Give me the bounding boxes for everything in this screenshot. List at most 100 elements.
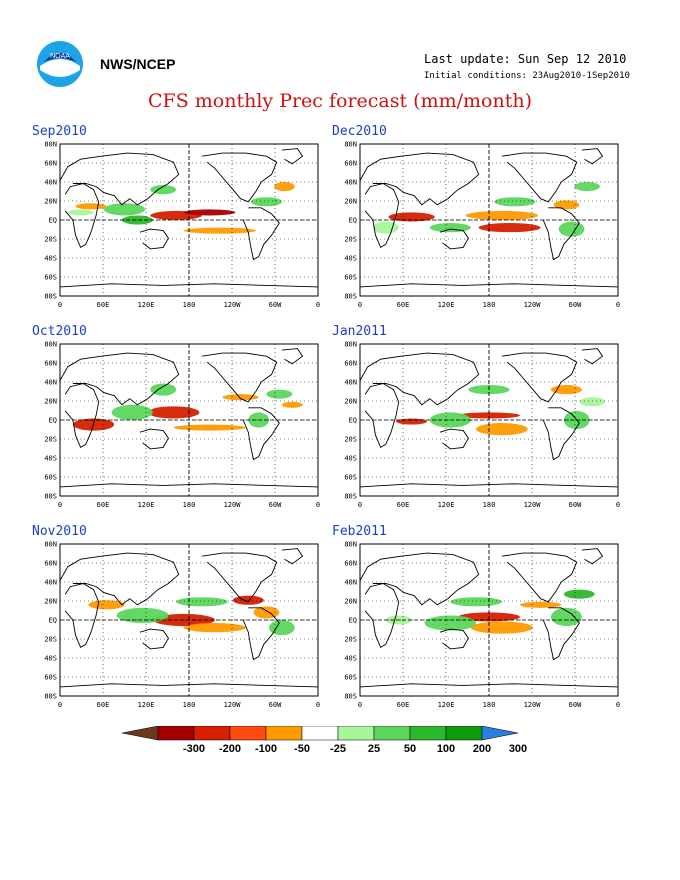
coastline <box>581 148 604 165</box>
coastline <box>242 207 280 261</box>
lat-tick-label: 80S <box>44 493 57 501</box>
lat-tick-label: 20N <box>44 398 57 406</box>
colorbar-label: 200 <box>473 743 491 755</box>
lon-tick-label: 180 <box>183 301 196 309</box>
lon-tick-label: 60E <box>397 701 410 709</box>
precip-anomaly <box>67 209 94 216</box>
lon-tick-label: 180 <box>483 301 496 309</box>
lat-tick-label: 80S <box>44 693 57 701</box>
last-update-text: Last update: Sun Sep 12 2010 <box>424 52 627 66</box>
lat-tick-label: 60S <box>344 274 357 282</box>
lon-tick-label: 0 <box>58 701 62 709</box>
lat-tick-label: 40N <box>44 579 57 587</box>
panel-sep2010: Sep2010 80N 60N 40N 20N EQ 20S 40S 60S 80S 0 60E 12… <box>32 124 332 320</box>
panel-oct2010: Oct2010 80N 60N 40N 20N EQ 20S 40S 60S 80S 0 60E 12… <box>32 324 332 520</box>
lon-tick-label: 60E <box>97 701 110 709</box>
lat-tick-label: 60N <box>44 160 57 168</box>
coastline <box>59 352 180 406</box>
lat-tick-label: 40S <box>44 655 57 663</box>
coastline <box>242 607 280 661</box>
coastline <box>59 152 180 206</box>
coastline <box>201 352 278 403</box>
lat-tick-label: 20S <box>344 236 357 244</box>
precip-anomaly <box>388 212 435 222</box>
lat-tick-label: 20N <box>344 398 357 406</box>
lon-tick-label: 60E <box>397 501 410 509</box>
colorbar-swatch <box>157 726 195 741</box>
lat-tick-label: 80N <box>344 341 357 349</box>
colorbar-swatch <box>373 726 411 741</box>
coastline <box>139 428 169 450</box>
panel-label: Sep2010 <box>32 124 87 139</box>
lat-tick-label: EQ <box>349 217 357 225</box>
lon-tick-label: 120E <box>438 701 455 709</box>
lat-tick-label: 80N <box>344 141 357 149</box>
precip-anomaly <box>550 385 582 395</box>
initial-conditions-text: Initial conditions: 23Aug2010-1Sep2010 <box>424 71 630 81</box>
coastline <box>359 152 480 206</box>
colorbar-label: 50 <box>404 743 416 755</box>
lat-tick-label: EQ <box>49 417 57 425</box>
lon-tick-label: 0 <box>58 501 62 509</box>
lon-tick-label: 0 <box>616 301 620 309</box>
lon-tick-label: 0 <box>358 301 362 309</box>
colorbar-swatch <box>229 726 267 741</box>
lon-tick-label: 0 <box>358 701 362 709</box>
precip-anomaly <box>183 209 236 216</box>
panel-feb2011: Feb2011 80N 60N 40N 20N EQ 20S 40S 60S 80S 0 60E 12… <box>332 524 632 720</box>
coastline <box>581 548 604 565</box>
coastline <box>439 628 469 650</box>
precip-anomaly <box>478 223 541 233</box>
lon-tick-label: 60E <box>97 301 110 309</box>
colorbar-swatch <box>409 726 447 741</box>
noaa-logo-icon: NOAA <box>37 41 83 87</box>
coastline <box>64 383 100 449</box>
precip-anomaly <box>121 215 153 225</box>
precip-anomaly <box>173 424 246 431</box>
lat-tick-label: 40S <box>344 455 357 463</box>
colorbar-label: -50 <box>294 743 310 755</box>
lon-tick-label: 60W <box>569 501 582 509</box>
coastline <box>439 428 469 450</box>
precip-anomaly <box>579 397 606 407</box>
precip-anomaly <box>150 383 177 396</box>
coastline <box>359 352 480 406</box>
coastline <box>439 228 469 250</box>
lat-tick-label: 20S <box>344 436 357 444</box>
lon-tick-label: 0 <box>316 301 320 309</box>
colorbar: -300 -200 -100 -50 -25 25 50 100 200 300 <box>121 726 527 755</box>
lat-tick-label: 20N <box>44 598 57 606</box>
colorbar-label: -100 <box>255 743 277 755</box>
precip-anomaly <box>281 401 303 408</box>
lon-tick-label: 0 <box>316 501 320 509</box>
lon-tick-label: 60W <box>269 701 282 709</box>
lat-tick-label: 80S <box>344 293 357 301</box>
coastline <box>581 348 604 365</box>
precip-anomaly <box>183 623 246 633</box>
lat-tick-label: 40S <box>344 255 357 263</box>
lat-tick-label: 40N <box>44 379 57 387</box>
colorbar-swatch <box>301 726 339 741</box>
coastline <box>281 548 304 565</box>
organization-name: NWS/NCEP <box>100 56 176 72</box>
coastline <box>139 628 169 650</box>
precip-anomaly <box>458 412 520 419</box>
colorbar-label: -300 <box>183 743 205 755</box>
precip-anomaly <box>519 601 562 608</box>
precip-anomaly <box>465 210 539 220</box>
lat-tick-label: 60N <box>44 360 57 368</box>
colorbar-extend-low <box>121 726 159 741</box>
precip-anomaly <box>150 185 177 195</box>
panel-label: Feb2011 <box>332 524 387 539</box>
lon-tick-label: 180 <box>183 701 196 709</box>
lon-tick-label: 120W <box>524 701 542 709</box>
lon-tick-label: 0 <box>616 501 620 509</box>
svg-text:NOAA: NOAA <box>50 53 70 60</box>
lon-tick-label: 60W <box>569 701 582 709</box>
precip-anomaly <box>429 223 471 233</box>
colorbar-swatch <box>193 726 231 741</box>
lat-tick-label: 40N <box>344 379 357 387</box>
